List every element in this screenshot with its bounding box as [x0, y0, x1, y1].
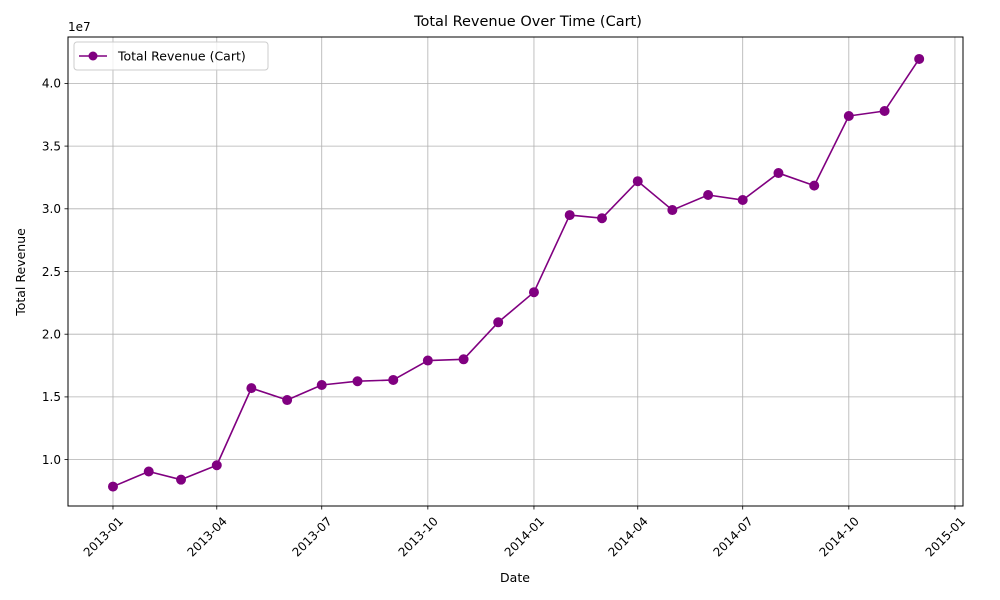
data-point: [422, 355, 433, 366]
series-layer: [107, 53, 925, 492]
chart-title: Total Revenue Over Time (Cart): [413, 14, 642, 30]
data-point: [176, 474, 187, 485]
data-point: [737, 195, 748, 206]
data-point: [773, 168, 784, 179]
legend-box: [73, 41, 269, 71]
data-point: [597, 213, 608, 224]
data-point: [879, 105, 890, 116]
y-tick-label: 2.0: [42, 328, 61, 342]
data-point: [246, 383, 257, 394]
data-point: [107, 481, 118, 492]
y-axis-title: Total Revenue: [13, 228, 28, 317]
data-point: [388, 374, 399, 385]
data-point: [352, 376, 363, 387]
series-line: [112, 58, 920, 488]
data-point: [458, 354, 469, 365]
data-point: [843, 111, 854, 122]
data-point: [632, 176, 643, 187]
data-point: [564, 210, 575, 221]
legend-label: Total Revenue (Cart): [117, 49, 246, 64]
data-point: [809, 180, 820, 191]
y-axis-ticks: 1.0 1.5 2.0 2.5 3.0 3.5 4.0: [42, 77, 68, 467]
y-tick-label: 3.0: [42, 202, 61, 216]
y-tick-label: 1.0: [42, 453, 61, 467]
data-point: [703, 190, 714, 201]
data-point: [914, 53, 925, 64]
data-point: [493, 317, 504, 328]
data-point: [143, 466, 154, 477]
x-axis-title: Date: [500, 570, 530, 585]
plot-frame: [67, 36, 964, 507]
y-tick-label: 2.5: [42, 265, 61, 279]
y-axis-offset-label: 1e7: [68, 20, 91, 34]
data-point: [667, 205, 678, 216]
y-tick-label: 1.5: [42, 390, 61, 404]
grid-lines: [68, 37, 963, 506]
legend: Total Revenue (Cart): [73, 41, 269, 71]
data-point: [528, 287, 539, 298]
y-tick-label: 4.0: [42, 77, 61, 91]
data-point: [282, 395, 293, 406]
legend-marker-swatch: [88, 51, 98, 61]
data-point: [316, 379, 327, 390]
y-tick-label: 3.5: [42, 139, 61, 153]
data-point: [211, 460, 222, 471]
